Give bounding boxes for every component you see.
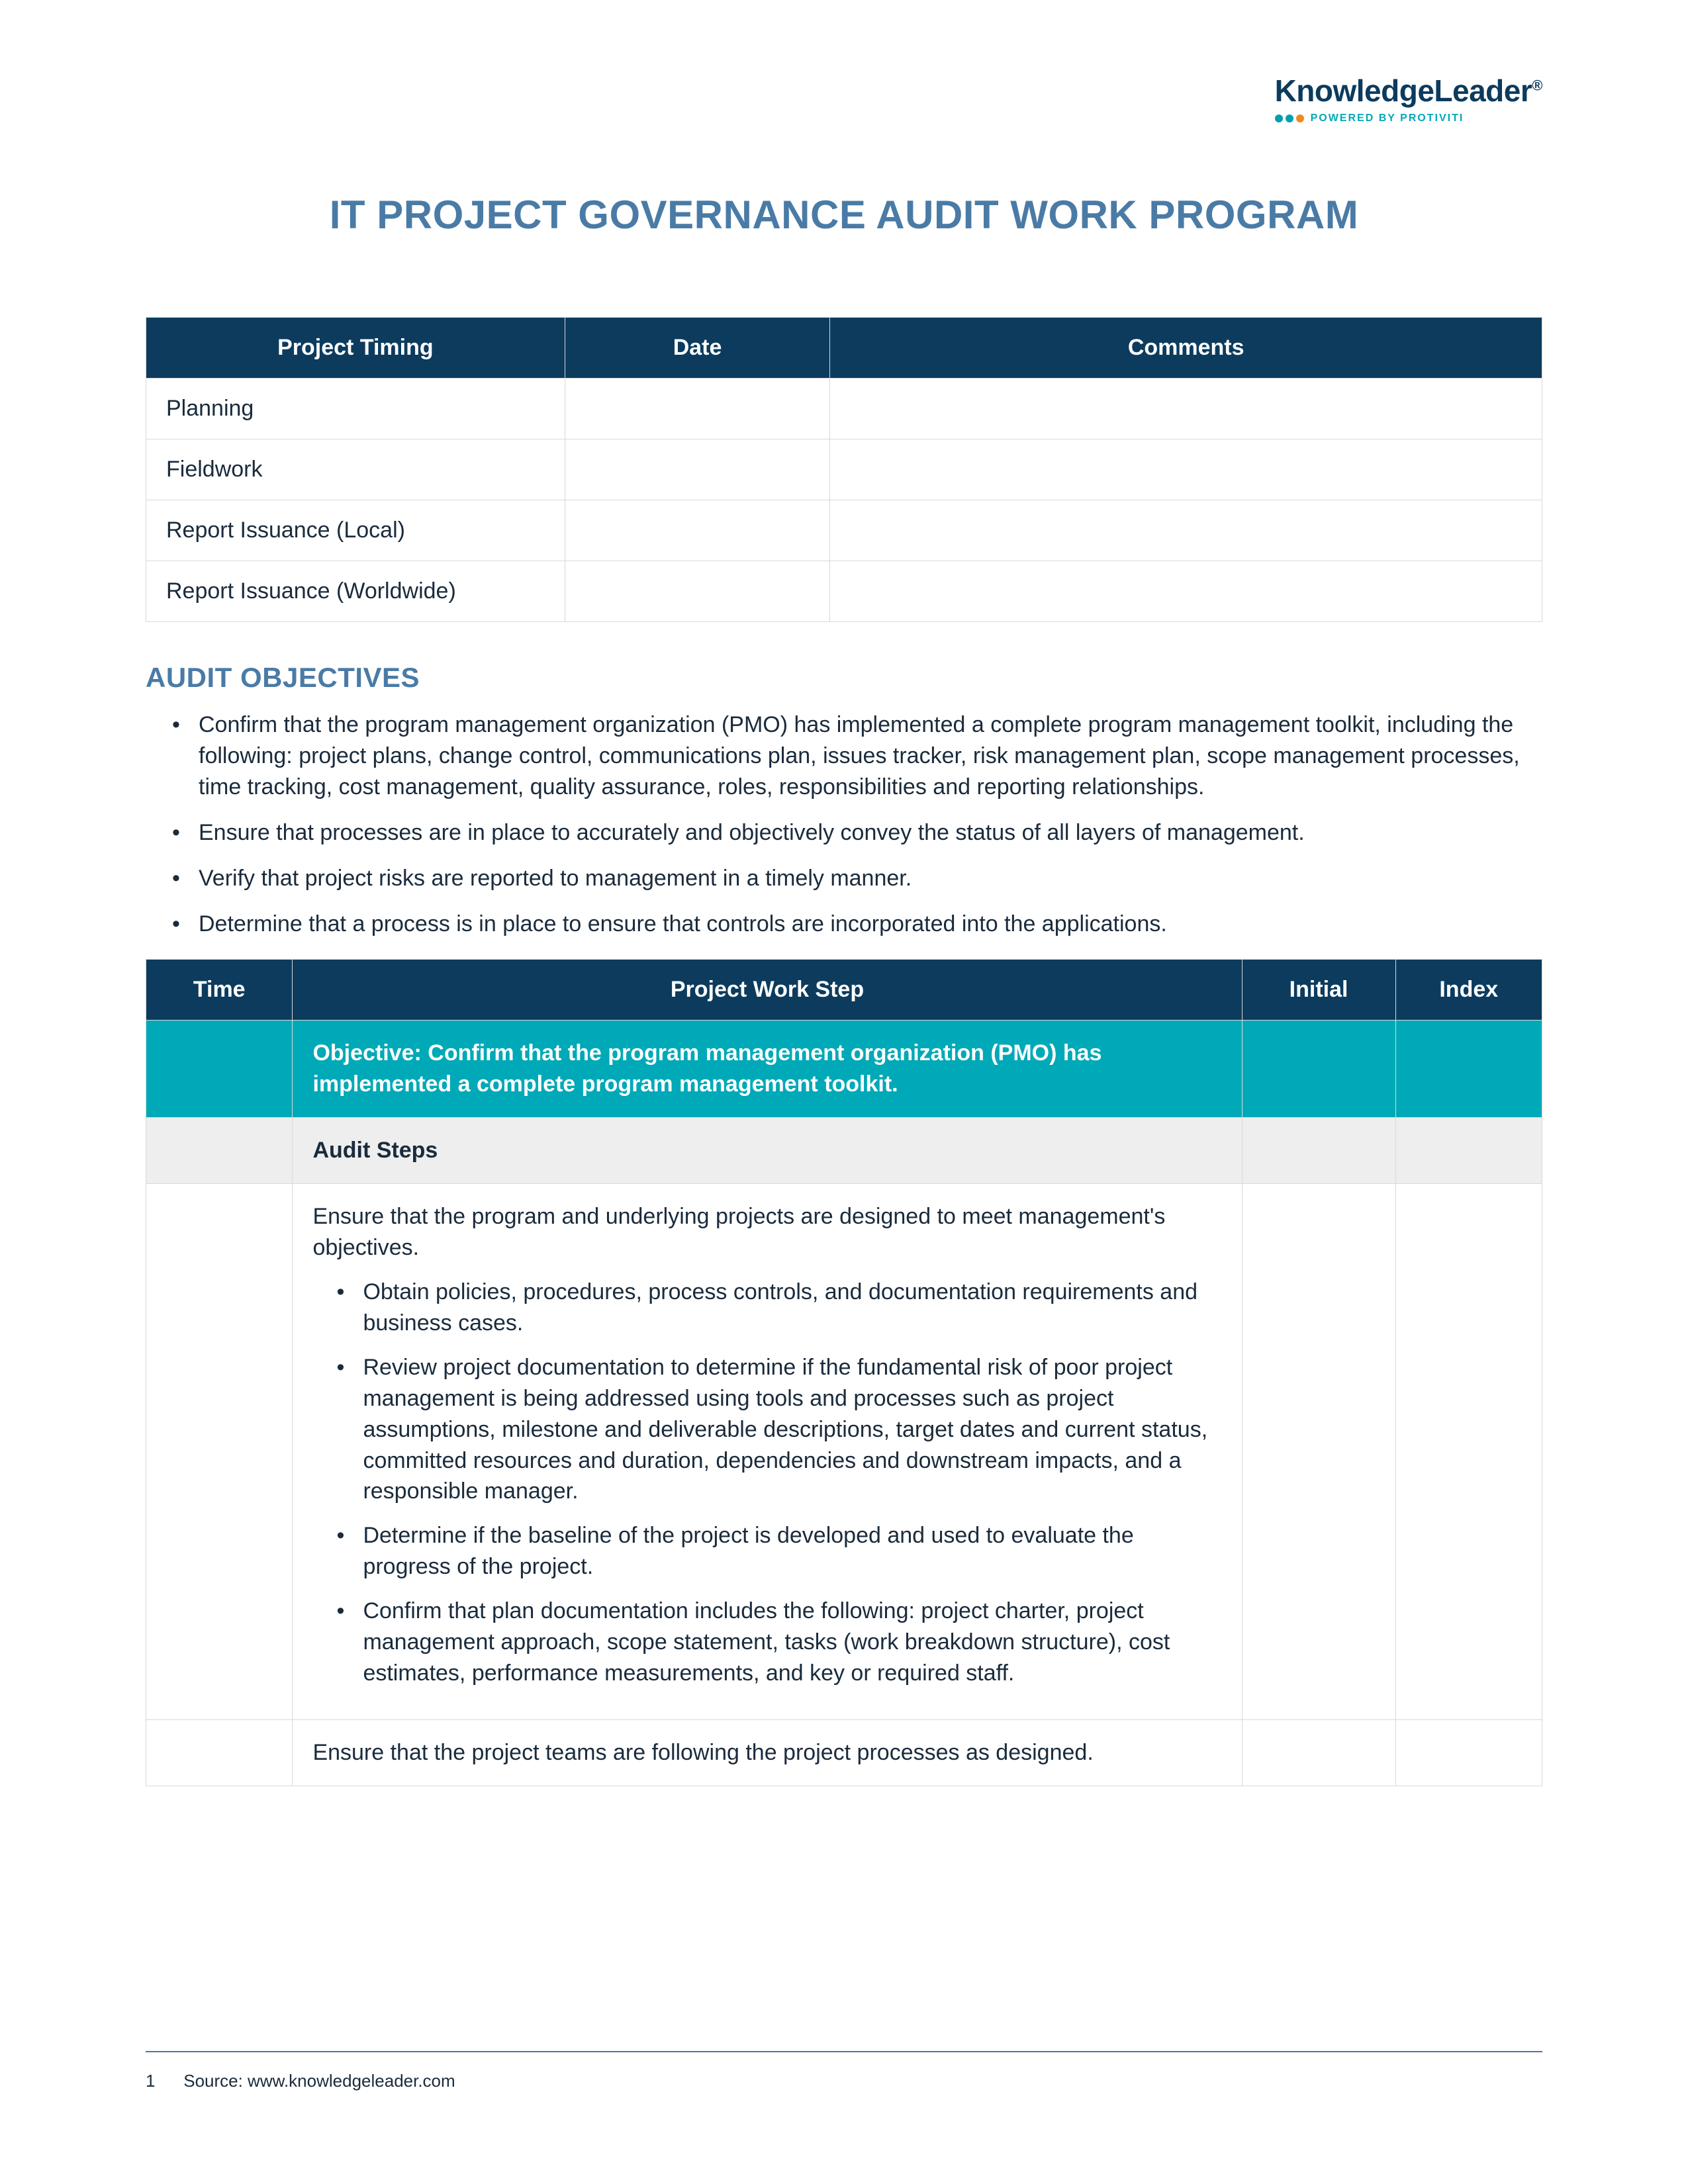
- logo-registered: ®: [1532, 77, 1542, 94]
- dot-icon: [1275, 114, 1283, 122]
- col-header-initial: Initial: [1242, 960, 1395, 1021]
- work-step-row: Ensure that the project teams are follow…: [146, 1719, 1542, 1786]
- empty-cell: [1242, 1118, 1395, 1184]
- objective-text: Objective: Confirm that the program mana…: [293, 1021, 1242, 1118]
- audit-steps-label-row: Audit Steps: [146, 1118, 1542, 1184]
- col-header-index: Index: [1395, 960, 1542, 1021]
- logo-tagline: POWERED BY PROTIVITI: [1311, 113, 1464, 124]
- timing-label: Report Issuance (Worldwide): [146, 561, 565, 622]
- timing-label: Report Issuance (Local): [146, 500, 565, 561]
- list-item: Verify that project risks are reported t…: [172, 863, 1542, 894]
- work-step-row: Ensure that the program and underlying p…: [146, 1184, 1542, 1720]
- step-intro: Ensure that the program and underlying p…: [312, 1201, 1221, 1263]
- list-item: Confirm that plan documentation includes…: [336, 1596, 1221, 1689]
- initial-cell: [1242, 1719, 1395, 1786]
- objective-row: Objective: Confirm that the program mana…: [146, 1021, 1542, 1118]
- footer-divider: [146, 2051, 1542, 2052]
- footer-text: 1 Source: www.knowledgeleader.com: [146, 2071, 1542, 2091]
- index-cell: [1395, 1184, 1542, 1720]
- empty-cell: [1242, 1021, 1395, 1118]
- logo-wordmark: KnowledgeLeader®: [1275, 73, 1542, 109]
- brand-logo: KnowledgeLeader® POWERED BY PROTIVITI: [1275, 73, 1542, 124]
- timing-comments: [830, 561, 1542, 622]
- timing-date: [565, 439, 830, 500]
- table-row: Report Issuance (Worldwide): [146, 561, 1542, 622]
- logo-subline: POWERED BY PROTIVITI: [1275, 113, 1542, 124]
- page-title: IT PROJECT GOVERNANCE AUDIT WORK PROGRAM: [146, 192, 1542, 238]
- empty-cell: [1395, 1021, 1542, 1118]
- initial-cell: [1242, 1184, 1395, 1720]
- col-header-timing: Project Timing: [146, 318, 565, 379]
- page-container: KnowledgeLeader® POWERED BY PROTIVITI IT…: [0, 0, 1688, 2184]
- dot-icon: [1296, 114, 1304, 122]
- dot-icon: [1286, 114, 1293, 122]
- audit-objectives-list: Confirm that the program management orga…: [146, 709, 1542, 939]
- index-cell: [1395, 1719, 1542, 1786]
- timing-comments: [830, 439, 1542, 500]
- table-row: Planning: [146, 379, 1542, 439]
- empty-cell: [1395, 1118, 1542, 1184]
- work-step-cell: Ensure that the program and underlying p…: [293, 1184, 1242, 1720]
- table-header-row: Project Timing Date Comments: [146, 318, 1542, 379]
- list-item: Confirm that the program management orga…: [172, 709, 1542, 803]
- timing-date: [565, 379, 830, 439]
- page-number: 1: [146, 2071, 179, 2091]
- table-header-row: Time Project Work Step Initial Index: [146, 960, 1542, 1021]
- col-header-time: Time: [146, 960, 293, 1021]
- time-cell: [146, 1719, 293, 1786]
- col-header-comments: Comments: [830, 318, 1542, 379]
- list-item: Determine if the baseline of the project…: [336, 1520, 1221, 1582]
- logo-dots: [1275, 114, 1304, 122]
- list-item: Ensure that processes are in place to ac…: [172, 817, 1542, 848]
- audit-objectives-heading: AUDIT OBJECTIVES: [146, 662, 1542, 694]
- project-timing-table: Project Timing Date Comments Planning Fi…: [146, 317, 1542, 622]
- table-row: Fieldwork: [146, 439, 1542, 500]
- timing-comments: [830, 500, 1542, 561]
- list-item: Obtain policies, procedures, process con…: [336, 1277, 1221, 1339]
- list-item: Determine that a process is in place to …: [172, 909, 1542, 940]
- empty-cell: [146, 1021, 293, 1118]
- timing-label: Planning: [146, 379, 565, 439]
- timing-comments: [830, 379, 1542, 439]
- timing-date: [565, 500, 830, 561]
- work-program-table: Time Project Work Step Initial Index Obj…: [146, 959, 1542, 1786]
- empty-cell: [146, 1118, 293, 1184]
- col-header-step: Project Work Step: [293, 960, 1242, 1021]
- col-header-date: Date: [565, 318, 830, 379]
- footer-source: Source: www.knowledgeleader.com: [183, 2071, 455, 2091]
- audit-steps-label: Audit Steps: [293, 1118, 1242, 1184]
- logo-brand-text: KnowledgeLeader: [1275, 73, 1532, 108]
- timing-label: Fieldwork: [146, 439, 565, 500]
- work-step-cell: Ensure that the project teams are follow…: [293, 1719, 1242, 1786]
- timing-date: [565, 561, 830, 622]
- list-item: Review project documentation to determin…: [336, 1352, 1221, 1508]
- time-cell: [146, 1184, 293, 1720]
- table-row: Report Issuance (Local): [146, 500, 1542, 561]
- step-sub-list: Obtain policies, procedures, process con…: [312, 1277, 1221, 1689]
- page-footer: 1 Source: www.knowledgeleader.com: [146, 2051, 1542, 2091]
